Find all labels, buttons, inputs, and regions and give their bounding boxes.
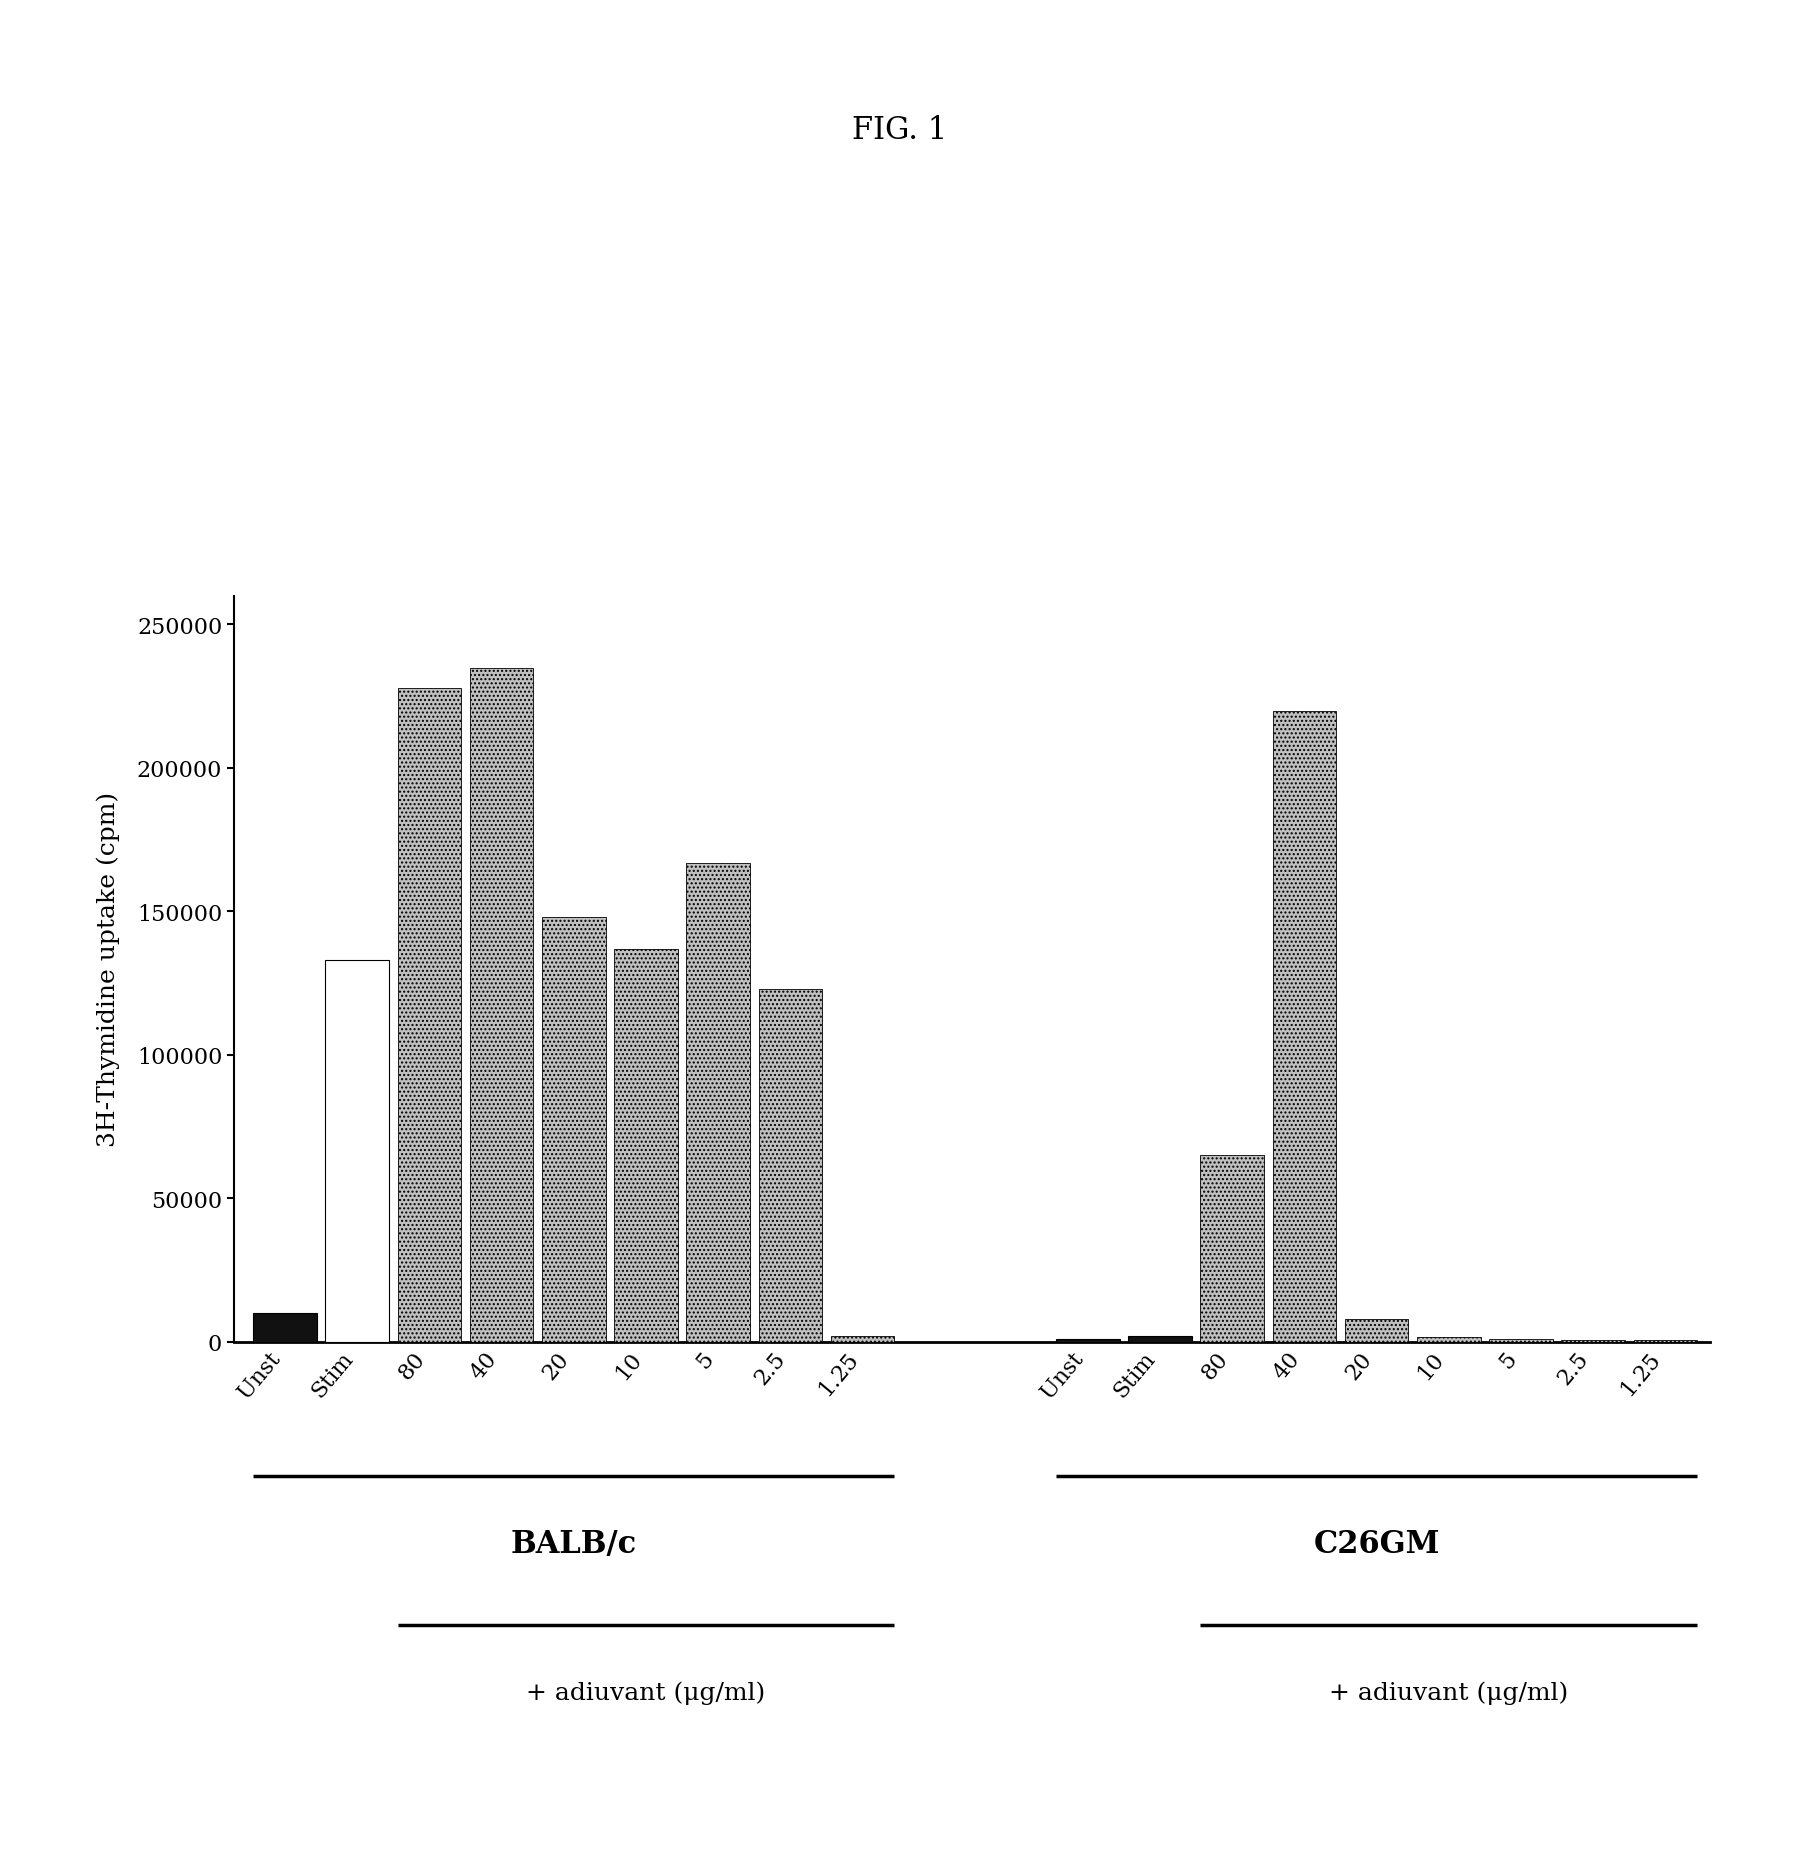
Bar bbox=[1201, 1156, 1264, 1342]
Bar bbox=[614, 949, 679, 1342]
Bar bbox=[326, 960, 389, 1342]
Bar bbox=[542, 917, 605, 1342]
Bar bbox=[470, 667, 533, 1342]
Bar bbox=[1273, 712, 1336, 1342]
Y-axis label: 3H-Thymidine uptake (cpm): 3H-Thymidine uptake (cpm) bbox=[97, 792, 121, 1146]
Bar bbox=[758, 990, 823, 1342]
Bar bbox=[686, 863, 751, 1342]
Text: + adiuvant (μg/ml): + adiuvant (μg/ml) bbox=[526, 1681, 765, 1704]
Text: FIG. 1: FIG. 1 bbox=[853, 116, 947, 145]
Bar bbox=[254, 1314, 317, 1342]
Bar bbox=[398, 688, 461, 1342]
Bar bbox=[1129, 1336, 1192, 1342]
Bar bbox=[1345, 1320, 1408, 1342]
Text: BALB/c: BALB/c bbox=[511, 1528, 637, 1558]
Text: C26GM: C26GM bbox=[1314, 1528, 1440, 1558]
Bar bbox=[1057, 1338, 1120, 1342]
Bar bbox=[832, 1336, 895, 1342]
Text: + adiuvant (μg/ml): + adiuvant (μg/ml) bbox=[1328, 1681, 1568, 1704]
Bar bbox=[1417, 1338, 1481, 1342]
Bar bbox=[1489, 1338, 1553, 1342]
